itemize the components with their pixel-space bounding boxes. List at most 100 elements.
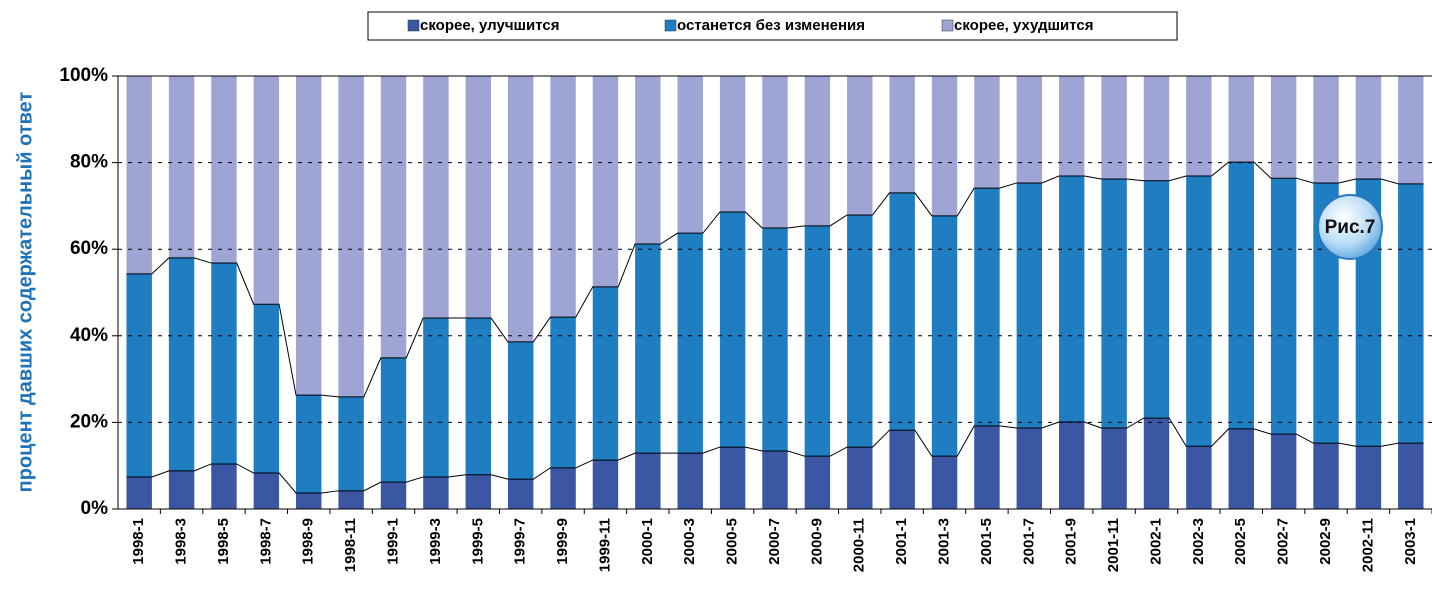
bar-segment bbox=[126, 476, 152, 509]
bar-segment bbox=[635, 76, 661, 245]
bar-segment bbox=[507, 479, 534, 509]
y-axis-label: процент давших содержательный ответ bbox=[14, 91, 36, 492]
bar-segment bbox=[677, 76, 703, 234]
bar-segment bbox=[974, 188, 1000, 426]
bar-segment bbox=[296, 395, 322, 493]
bar-segment bbox=[1398, 76, 1424, 184]
bar-segment bbox=[762, 76, 788, 228]
x-tick-label: 1998-1 bbox=[130, 518, 147, 565]
bar-segment bbox=[1355, 446, 1382, 509]
bar-segment bbox=[253, 304, 280, 474]
legend-swatch bbox=[664, 19, 677, 32]
bar-segment bbox=[338, 396, 364, 491]
bar-segment bbox=[1101, 76, 1127, 180]
bar-segment bbox=[465, 474, 492, 509]
bar-segment bbox=[677, 233, 703, 454]
bar-segment bbox=[211, 263, 237, 464]
legend-swatch bbox=[941, 19, 954, 32]
bar-segment bbox=[1186, 176, 1212, 447]
y-tick-label: 60% bbox=[70, 238, 108, 259]
bar-segment bbox=[592, 76, 619, 287]
bar-segment bbox=[338, 490, 364, 509]
y-tick-label: 0% bbox=[81, 498, 109, 519]
bar-segment bbox=[550, 467, 576, 509]
x-tick-label: 1998-9 bbox=[300, 518, 317, 565]
x-tick-label: 2002-5 bbox=[1232, 518, 1249, 565]
bar-segment bbox=[719, 447, 746, 509]
bar-segment bbox=[507, 76, 534, 342]
bar-segment bbox=[719, 76, 746, 212]
y-tick-label: 20% bbox=[70, 411, 108, 432]
x-tick-label: 1999-3 bbox=[427, 518, 444, 565]
bar-segment bbox=[1143, 76, 1170, 181]
bar-segment bbox=[1270, 434, 1297, 509]
bar-segment bbox=[847, 76, 873, 215]
bar-segment bbox=[1398, 183, 1424, 444]
x-tick-label: 1998-5 bbox=[215, 518, 232, 565]
bar-segment bbox=[1228, 162, 1254, 429]
bar-segment bbox=[931, 456, 958, 509]
bar-segment bbox=[1228, 428, 1254, 509]
bar-segment bbox=[380, 482, 407, 509]
bar-segment bbox=[592, 286, 619, 461]
bar-segment bbox=[168, 470, 195, 509]
bar-segment bbox=[1143, 418, 1170, 509]
bar-segment bbox=[1313, 76, 1339, 183]
bar-segment bbox=[1101, 428, 1127, 509]
bar-segment bbox=[1186, 446, 1212, 509]
x-tick-label: 1999-11 bbox=[596, 518, 613, 572]
bar-segment bbox=[126, 273, 152, 477]
bar-segment bbox=[550, 76, 576, 318]
bar-segment bbox=[719, 211, 746, 448]
bar-segment bbox=[1058, 176, 1085, 422]
bar-segment bbox=[847, 214, 873, 448]
x-tick-label: 2003-1 bbox=[1402, 518, 1419, 565]
bar-segment bbox=[253, 76, 280, 305]
series-connector bbox=[126, 161, 1424, 398]
bar-segment bbox=[635, 244, 661, 454]
x-tick-label: 1998-3 bbox=[173, 518, 190, 565]
x-tick-label: 1998-11 bbox=[342, 518, 359, 572]
bar-segment bbox=[1186, 76, 1212, 177]
bar-segment bbox=[1016, 76, 1043, 183]
bar-segment bbox=[1398, 443, 1424, 509]
annotation: Рис.7 bbox=[1325, 217, 1376, 238]
bar-segment bbox=[1016, 428, 1043, 509]
bar-segment bbox=[931, 215, 958, 457]
bar-segment bbox=[423, 76, 449, 319]
bar-segment bbox=[168, 76, 195, 258]
bar-segment bbox=[423, 318, 449, 477]
bar-segment bbox=[168, 257, 195, 471]
x-tick-label: 2002-7 bbox=[1275, 518, 1292, 565]
bar-segment bbox=[1270, 178, 1297, 435]
annotation-badge bbox=[1317, 194, 1383, 260]
bar-segment bbox=[296, 492, 322, 509]
bar-segment bbox=[465, 76, 492, 319]
bar-segment bbox=[338, 76, 364, 397]
legend-label: скорее, улучшится bbox=[420, 17, 560, 34]
bar-segment bbox=[507, 341, 534, 480]
x-tick-label: 2002-11 bbox=[1359, 518, 1376, 572]
bar-segment bbox=[592, 460, 619, 509]
x-tick-label: 1998-7 bbox=[257, 518, 274, 565]
x-tick-label: 2002-1 bbox=[1147, 518, 1164, 565]
y-tick-label: 100% bbox=[59, 65, 108, 86]
x-tick-label: 2002-9 bbox=[1317, 518, 1334, 565]
bar-segment bbox=[465, 318, 492, 475]
x-tick-label: 2000-9 bbox=[808, 518, 825, 565]
bar-segment bbox=[889, 192, 915, 431]
bar-segment bbox=[762, 450, 788, 509]
bar-segment bbox=[380, 357, 407, 483]
x-tick-label: 2000-1 bbox=[639, 518, 656, 565]
bar-segment bbox=[804, 76, 831, 226]
legend-box bbox=[367, 11, 1178, 41]
bar-segment bbox=[211, 76, 237, 264]
x-tick-label: 1999-7 bbox=[512, 518, 529, 565]
bar-segment bbox=[211, 463, 237, 509]
series-connector bbox=[126, 417, 1424, 494]
x-tick-label: 2000-5 bbox=[724, 518, 741, 565]
x-tick-label: 2001-9 bbox=[1063, 518, 1080, 565]
bar-segment bbox=[1355, 76, 1382, 180]
bar-segment bbox=[550, 317, 576, 468]
